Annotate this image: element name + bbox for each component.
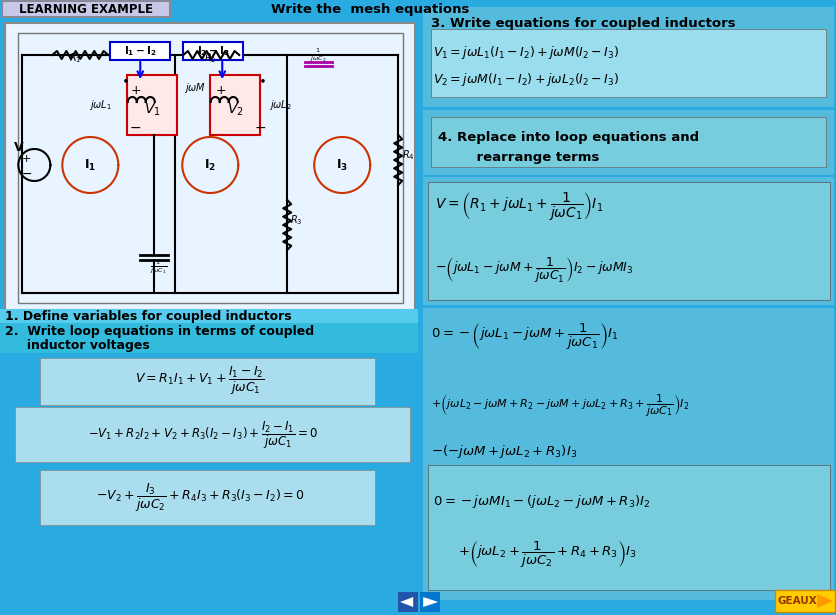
- Text: $\frac{1}{j\omega C_1}$: $\frac{1}{j\omega C_1}$: [150, 258, 166, 276]
- Bar: [15, 407, 410, 462]
- Text: rearrange terms: rearrange terms: [457, 151, 599, 164]
- Text: $\frac{1}{j\omega C_2}$: $\frac{1}{j\omega C_2}$: [309, 46, 326, 64]
- Polygon shape: [816, 594, 832, 608]
- Text: $\mathbf{I_2 - I_3}$: $\mathbf{I_2 - I_3}$: [196, 44, 229, 58]
- Text: $\mathbf{I_1}$: $\mathbf{I_1}$: [84, 157, 96, 173]
- Text: $j\omega L_2$: $j\omega L_2$: [268, 98, 292, 112]
- Bar: [18, 33, 403, 303]
- Text: $+$: $+$: [21, 153, 32, 164]
- Polygon shape: [423, 597, 437, 607]
- Bar: [423, 177, 833, 305]
- Text: $\bullet$: $\bullet$: [121, 74, 129, 87]
- Text: $V_1 = j\omega L_1(I_1 - I_2) + j\omega M(I_2 - I_3)$: $V_1 = j\omega L_1(I_1 - I_2) + j\omega …: [433, 44, 619, 60]
- Text: $R_3$: $R_3$: [289, 213, 302, 227]
- Text: $j\omega M$: $j\omega M$: [184, 81, 206, 95]
- Text: $\mathbf{I_3}$: $\mathbf{I_3}$: [336, 157, 348, 173]
- Bar: [398, 592, 418, 612]
- Text: $\mathbf{I_2}$: $\mathbf{I_2}$: [204, 157, 216, 173]
- Text: $+\left( j\omega L_2 + \dfrac{1}{j\omega C_2} + R_4 + R_3 \right) I_3$: $+\left( j\omega L_2 + \dfrac{1}{j\omega…: [457, 540, 636, 570]
- Text: 4. Replace into loop equations and: 4. Replace into loop equations and: [437, 130, 698, 143]
- Text: $+$: $+$: [214, 84, 226, 97]
- Bar: [5, 23, 415, 310]
- Text: inductor voltages: inductor voltages: [5, 338, 150, 352]
- Bar: [210, 75, 260, 135]
- Bar: [0, 0, 836, 18]
- Text: GEAUX: GEAUX: [776, 596, 816, 606]
- Text: $R_2$: $R_2$: [204, 51, 217, 65]
- Bar: [774, 590, 834, 612]
- Text: Write the  mesh equations: Write the mesh equations: [271, 2, 469, 15]
- Bar: [0, 309, 418, 323]
- Text: $R_1$: $R_1$: [69, 51, 81, 65]
- Text: $\mathbf{I_1 - I_2}$: $\mathbf{I_1 - I_2}$: [124, 44, 156, 58]
- Text: $-V_2 + \dfrac{I_3}{j\omega C_2} + R_4 I_3 + R_3(I_3 - I_2) = 0$: $-V_2 + \dfrac{I_3}{j\omega C_2} + R_4 I…: [96, 482, 304, 514]
- Bar: [431, 117, 825, 167]
- Text: $V_2 = j\omega M(I_1 - I_2) + j\omega L_2(I_2 - I_3)$: $V_2 = j\omega M(I_1 - I_2) + j\omega L_…: [433, 71, 619, 87]
- Text: 2.  Write loop equations in terms of coupled: 2. Write loop equations in terms of coup…: [5, 325, 314, 338]
- Text: LEARNING EXAMPLE: LEARNING EXAMPLE: [19, 2, 153, 15]
- Text: $+$: $+$: [130, 84, 140, 97]
- Text: $V = R_1 I_1 + V_1 + \dfrac{I_1 - I_2}{j\omega C_1}$: $V = R_1 I_1 + V_1 + \dfrac{I_1 - I_2}{j…: [135, 365, 265, 397]
- Text: $-(-j\omega M + j\omega L_2 + R_3) I_3$: $-(-j\omega M + j\omega L_2 + R_3) I_3$: [431, 443, 577, 461]
- Text: $-V_1 + R_2 I_2 + V_2 + R_3(I_2 - I_3) + \dfrac{I_2 - I_1}{j\omega C_1} = 0$: $-V_1 + R_2 I_2 + V_2 + R_3(I_2 - I_3) +…: [88, 419, 318, 451]
- Text: $V_1$: $V_1$: [144, 102, 161, 118]
- Text: $\bullet$: $\bullet$: [258, 74, 266, 87]
- Text: $R_4$: $R_4$: [401, 148, 414, 162]
- Text: $0 = -\left( j\omega L_1 - j\omega M + \dfrac{1}{j\omega C_1} \right) I_1$: $0 = -\left( j\omega L_1 - j\omega M + \…: [431, 322, 618, 352]
- Bar: [40, 358, 375, 405]
- Bar: [428, 182, 829, 300]
- Bar: [183, 42, 243, 60]
- Text: $V_2$: $V_2$: [227, 102, 243, 118]
- Text: $-$: $-$: [21, 167, 32, 180]
- Text: $-\left( j\omega L_1 - j\omega M + \dfrac{1}{j\omega C_1} \right) I_2 - j\omega : $-\left( j\omega L_1 - j\omega M + \dfra…: [435, 255, 633, 285]
- Text: 3. Write equations for coupled inductors: 3. Write equations for coupled inductors: [431, 17, 735, 30]
- Bar: [0, 323, 418, 353]
- Bar: [428, 465, 829, 590]
- Bar: [420, 592, 440, 612]
- Text: $0 = -j\omega M I_1 - (j\omega L_2 - j\omega M + R_3) I_2$: $0 = -j\omega M I_1 - (j\omega L_2 - j\o…: [433, 493, 650, 510]
- Bar: [423, 308, 833, 600]
- Text: 1. Define variables for coupled inductors: 1. Define variables for coupled inductor…: [5, 309, 292, 322]
- Text: $-$: $-$: [129, 120, 141, 134]
- Text: $\mathbf{V}$: $\mathbf{V}$: [13, 140, 24, 154]
- Bar: [423, 110, 833, 175]
- Bar: [423, 7, 833, 107]
- Bar: [3, 1, 170, 17]
- Polygon shape: [400, 597, 413, 607]
- Bar: [127, 75, 177, 135]
- Text: $-$: $-$: [254, 120, 266, 134]
- Text: $V = \left( R_1 + j\omega L_1 + \dfrac{1}{j\omega C_1} \right) I_1$: $V = \left( R_1 + j\omega L_1 + \dfrac{1…: [435, 191, 603, 223]
- Bar: [40, 470, 375, 525]
- Text: $j\omega L_1$: $j\omega L_1$: [89, 98, 112, 112]
- Bar: [431, 29, 825, 97]
- Bar: [110, 42, 170, 60]
- Text: $+\left( j\omega L_2 - j\omega M + R_2 - j\omega M + j\omega L_2 + R_3 + \dfrac{: $+\left( j\omega L_2 - j\omega M + R_2 -…: [431, 392, 689, 418]
